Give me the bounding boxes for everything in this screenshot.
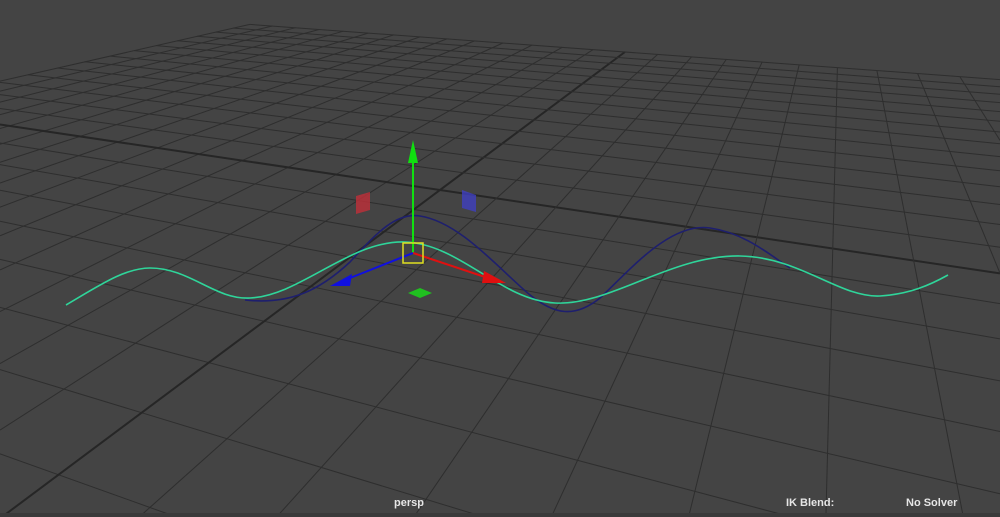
- grid-line: [0, 36, 421, 184]
- grid-line: [0, 30, 344, 129]
- yz-plane-handle[interactable]: [356, 192, 370, 214]
- grid-line: [57, 67, 1000, 172]
- grid-axis-line: [1, 51, 626, 517]
- move-manipulator[interactable]: [330, 140, 506, 298]
- y-arrow-icon[interactable]: [408, 140, 418, 163]
- grid-line: [138, 54, 659, 517]
- grid-line: [84, 61, 1000, 158]
- grid-line: [0, 38, 448, 208]
- grid-line: [0, 164, 1000, 340]
- grid-line: [0, 46, 563, 365]
- grid-line: [215, 31, 1000, 95]
- grid-line: [0, 44, 533, 313]
- z-arrow-icon[interactable]: [330, 274, 352, 286]
- grid-line: [550, 61, 763, 517]
- grid-line: [0, 49, 594, 431]
- xz-plane-handle[interactable]: [408, 288, 432, 298]
- grid-line: [0, 142, 1000, 305]
- solver-label: No Solver: [906, 497, 958, 509]
- secondary-curve[interactable]: [244, 214, 791, 313]
- grid-line: [0, 306, 792, 517]
- ik-blend-label: IK Blend:: [786, 497, 835, 509]
- grid-line: [0, 258, 1000, 495]
- grid-line: [0, 40, 475, 237]
- grid-line: [0, 23, 251, 82]
- grid-line: [0, 220, 1000, 432]
- x-arrow-icon[interactable]: [482, 271, 506, 283]
- grid-line: [233, 27, 1000, 88]
- grid-line: [156, 45, 1000, 122]
- grid-axis-line: [0, 123, 1000, 275]
- grid-line: [0, 453, 177, 517]
- grid-line: [27, 74, 1000, 188]
- grid-line: [0, 369, 485, 517]
- grid-line: [177, 40, 1000, 113]
- grid-line: [0, 34, 394, 163]
- grid-line: [0, 42, 504, 271]
- camera-label: persp: [394, 497, 424, 509]
- grid-line: [0, 94, 1000, 225]
- xy-plane-handle[interactable]: [462, 190, 476, 212]
- grid-line: [134, 50, 1000, 133]
- grid-line: [959, 76, 1000, 141]
- grid-line: [825, 67, 838, 517]
- center-handle[interactable]: [402, 242, 424, 264]
- x-axis-handle[interactable]: [412, 252, 486, 278]
- grid-line: [197, 35, 1000, 104]
- grid-line: [688, 64, 800, 517]
- grid-line: [276, 56, 692, 517]
- grid-line: [0, 29, 320, 116]
- viewport-bottom-border: [0, 513, 1000, 517]
- grid-line: [249, 23, 1000, 81]
- grid-line: [110, 55, 1000, 145]
- grid-line: [0, 189, 1000, 382]
- grid-line: [876, 70, 964, 517]
- grid-line: [0, 81, 1000, 205]
- grid-line: [917, 73, 1000, 274]
